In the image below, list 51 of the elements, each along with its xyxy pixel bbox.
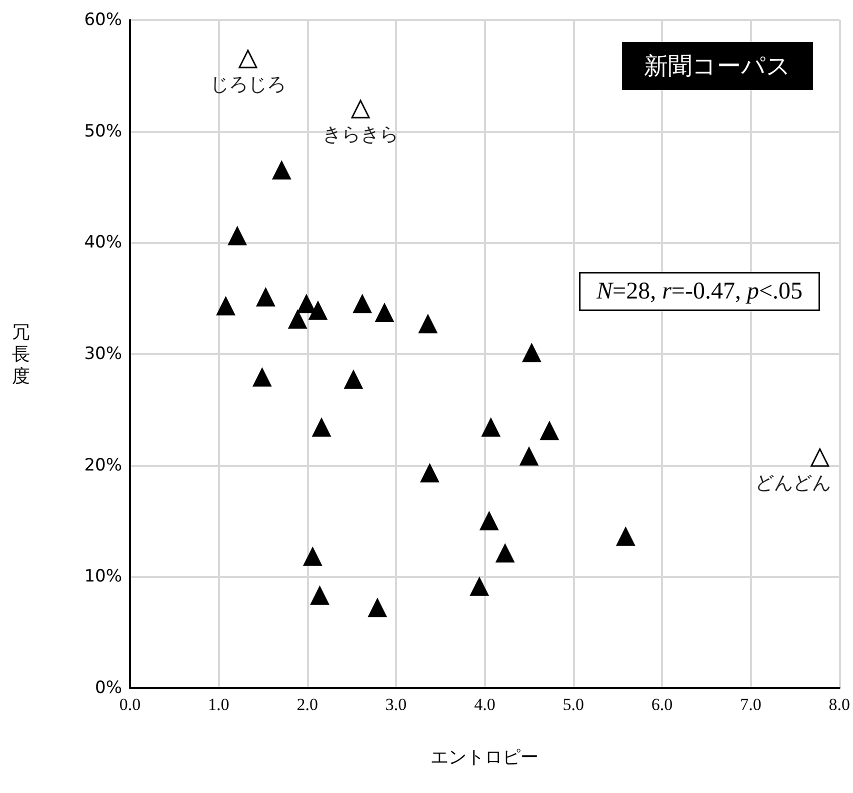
x-tick-label: 4.0 [474, 695, 496, 714]
point [256, 288, 275, 306]
point [496, 544, 514, 563]
x-tick-label: 2.0 [296, 695, 318, 714]
annotation: N=28, r=-0.47, p<.05 [596, 278, 803, 304]
y-tick-label: 30% [84, 344, 122, 364]
y-tick-label: 20% [84, 455, 122, 476]
point [303, 547, 322, 566]
y-tick-label: 50% [84, 121, 122, 142]
x-tick-label: 0.0 [119, 695, 141, 714]
y-axis-title: 冗長度 [12, 322, 30, 386]
x-tick-label: 8.0 [828, 695, 850, 714]
point [368, 598, 387, 618]
point [470, 577, 489, 596]
x-tick-label: 6.0 [651, 695, 673, 714]
point [482, 418, 500, 437]
point [216, 296, 236, 316]
point [616, 527, 635, 546]
annotation: じろじろ [210, 73, 286, 96]
point [228, 226, 247, 246]
text: 新聞コーパス [644, 52, 791, 80]
x-tick-label: 7.0 [740, 695, 762, 714]
point [351, 100, 370, 118]
y-tick-label: 0% [95, 678, 122, 698]
y-tick-label: 10% [84, 566, 122, 587]
point [420, 464, 439, 482]
annotation: どんどん [755, 472, 831, 494]
point [344, 370, 363, 389]
point [288, 310, 307, 329]
x-tick-label: 3.0 [385, 695, 407, 714]
point [312, 418, 331, 437]
x-tick-label: 5.0 [562, 695, 584, 714]
point [297, 294, 316, 314]
point [520, 447, 538, 466]
y-tick-label: 40% [84, 232, 122, 253]
annotation: きらきら [322, 124, 399, 146]
point [810, 448, 830, 467]
point [238, 50, 258, 68]
point [308, 301, 328, 320]
x-tick-label: 1.0 [208, 695, 230, 714]
point [310, 586, 330, 605]
point [353, 294, 372, 314]
point [418, 314, 438, 334]
x-axis-title: エントロピー [430, 747, 539, 767]
point [480, 512, 498, 530]
y-tick-label: 60% [84, 10, 122, 30]
point [522, 344, 541, 362]
point [540, 422, 559, 440]
point [252, 368, 272, 387]
point [375, 304, 394, 322]
point [272, 161, 291, 180]
